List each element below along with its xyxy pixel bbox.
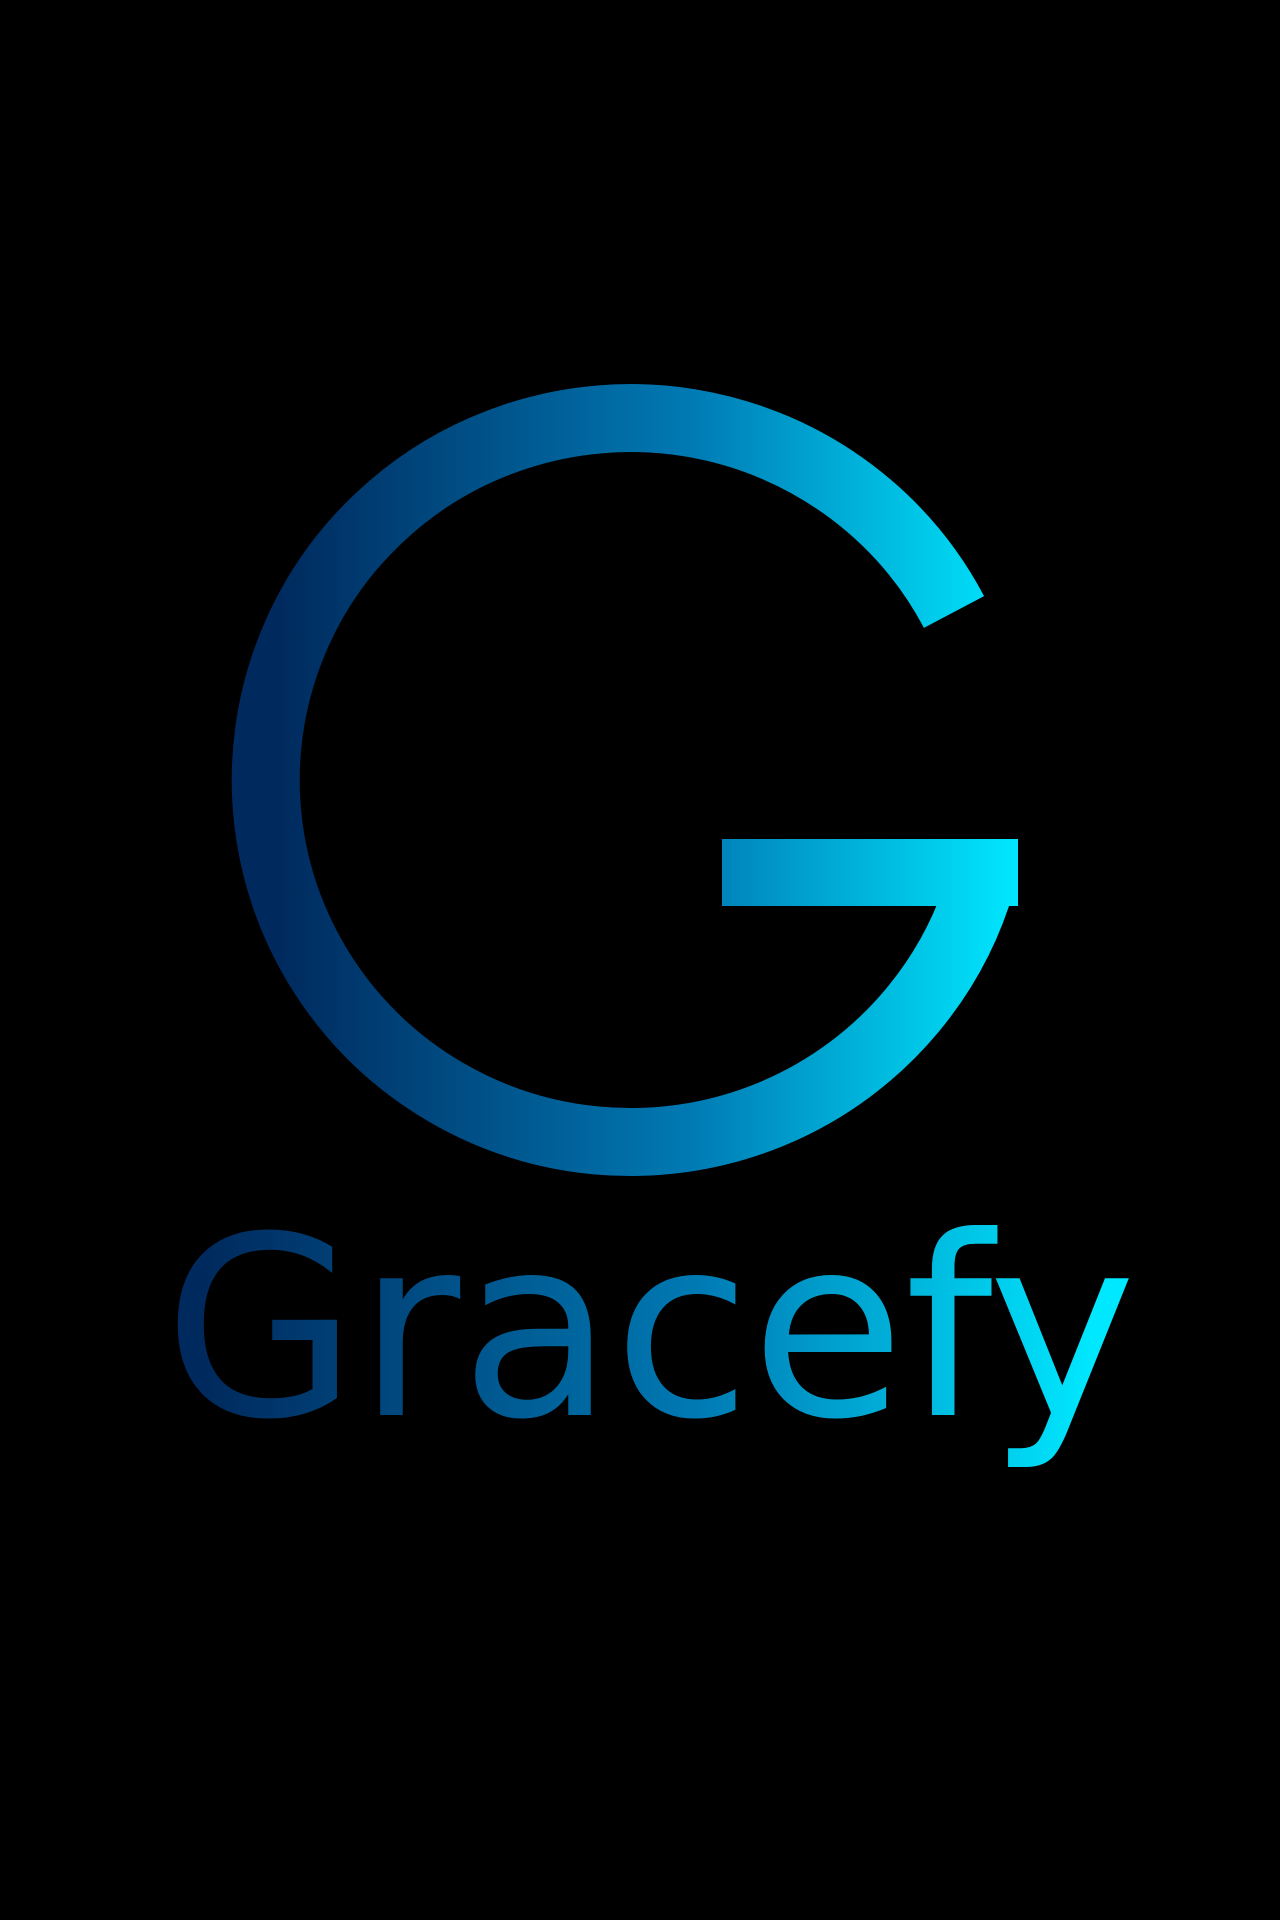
- brand-wordmark: Gracefy: [164, 1183, 1137, 1474]
- letter-g-logo-icon: [231, 384, 1018, 1176]
